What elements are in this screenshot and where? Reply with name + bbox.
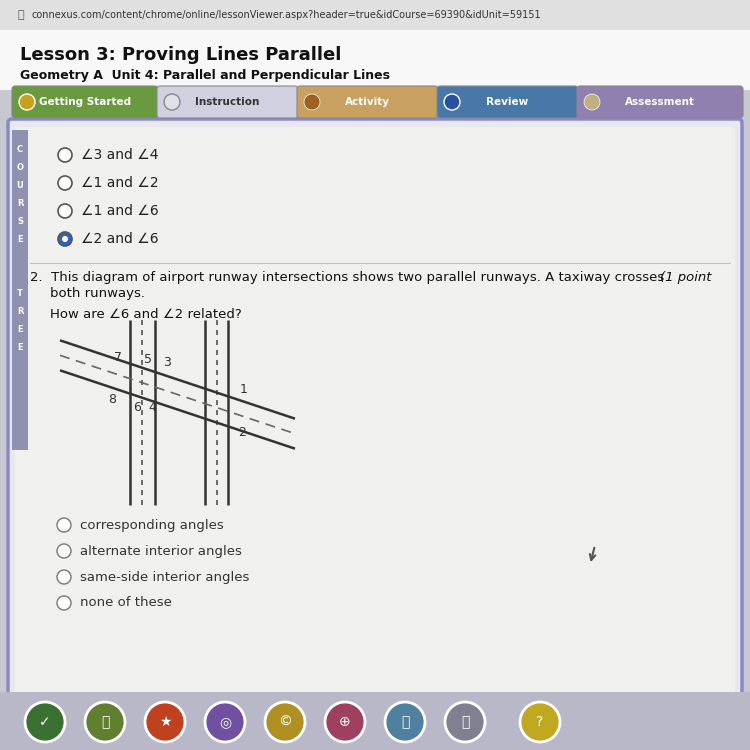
Text: 🔒: 🔒: [18, 10, 25, 20]
FancyBboxPatch shape: [8, 119, 742, 699]
Text: 5: 5: [144, 353, 152, 366]
Circle shape: [57, 518, 71, 532]
Text: 6: 6: [133, 401, 141, 414]
Text: Geometry A  Unit 4: Parallel and Perpendicular Lines: Geometry A Unit 4: Parallel and Perpendi…: [20, 68, 390, 82]
Text: E: E: [17, 326, 22, 334]
Circle shape: [584, 94, 600, 110]
Text: Getting Started: Getting Started: [39, 97, 131, 107]
Text: R: R: [16, 308, 23, 316]
Text: S: S: [17, 217, 23, 226]
Text: Review: Review: [486, 97, 529, 107]
Circle shape: [265, 702, 305, 742]
Circle shape: [57, 570, 71, 584]
Circle shape: [58, 148, 72, 162]
Text: 2.  This diagram of airport runway intersections shows two parallel runways. A t: 2. This diagram of airport runway inters…: [30, 272, 664, 284]
Text: ⊕: ⊕: [339, 715, 351, 729]
Text: corresponding angles: corresponding angles: [80, 518, 224, 532]
FancyBboxPatch shape: [157, 86, 298, 118]
Text: ©: ©: [278, 715, 292, 729]
Text: both runways.: both runways.: [50, 287, 145, 301]
Text: ?: ?: [536, 715, 544, 729]
Text: 🌿: 🌿: [100, 715, 109, 729]
Text: ∠3 and ∠4: ∠3 and ∠4: [81, 148, 158, 162]
Circle shape: [444, 94, 460, 110]
Text: 4: 4: [148, 401, 156, 414]
FancyBboxPatch shape: [577, 86, 743, 118]
Circle shape: [445, 702, 485, 742]
FancyBboxPatch shape: [15, 127, 735, 693]
Text: ◎: ◎: [219, 715, 231, 729]
Text: (1 point: (1 point: [660, 272, 712, 284]
Text: ∠1 and ∠2: ∠1 and ∠2: [81, 176, 159, 190]
Circle shape: [58, 176, 72, 190]
Text: How are ∠6 and ∠2 related?: How are ∠6 and ∠2 related?: [50, 308, 242, 322]
Text: E: E: [17, 236, 22, 244]
Text: C: C: [17, 146, 23, 154]
Text: 🍂: 🍂: [460, 715, 470, 729]
Text: 3: 3: [163, 356, 171, 369]
Circle shape: [85, 702, 125, 742]
Circle shape: [58, 232, 72, 246]
Text: connexus.com/content/chrome/online/lessonViewer.aspx?header=true&idCourse=69390&: connexus.com/content/chrome/online/lesso…: [32, 10, 542, 20]
Circle shape: [62, 236, 68, 242]
Text: U: U: [16, 182, 23, 190]
Circle shape: [325, 702, 365, 742]
Text: T: T: [17, 290, 23, 298]
Circle shape: [25, 702, 65, 742]
Bar: [12, 130, 28, 450]
Circle shape: [304, 94, 320, 110]
Text: ★: ★: [159, 715, 171, 729]
FancyBboxPatch shape: [297, 86, 438, 118]
Circle shape: [58, 204, 72, 218]
Text: Assessment: Assessment: [625, 97, 695, 107]
Text: none of these: none of these: [80, 596, 172, 610]
Text: 7: 7: [114, 351, 122, 364]
Text: E: E: [17, 344, 22, 352]
Text: Lesson 3: Proving Lines Parallel: Lesson 3: Proving Lines Parallel: [20, 46, 341, 64]
Text: ✓: ✓: [39, 715, 51, 729]
Bar: [0, 0, 750, 30]
Text: alternate interior angles: alternate interior angles: [80, 544, 242, 557]
FancyBboxPatch shape: [437, 86, 578, 118]
Bar: [0, 692, 750, 750]
FancyBboxPatch shape: [12, 86, 158, 118]
Text: O: O: [16, 164, 23, 172]
Circle shape: [385, 702, 425, 742]
Text: Activity: Activity: [345, 97, 390, 107]
Text: same-side interior angles: same-side interior angles: [80, 571, 249, 584]
Text: R: R: [16, 200, 23, 208]
Circle shape: [57, 544, 71, 558]
Circle shape: [145, 702, 185, 742]
Text: Instruction: Instruction: [195, 97, 260, 107]
Circle shape: [57, 596, 71, 610]
Circle shape: [520, 702, 560, 742]
Circle shape: [164, 94, 180, 110]
Circle shape: [19, 94, 35, 110]
Text: 📄: 📄: [400, 715, 410, 729]
Text: 2: 2: [238, 426, 246, 439]
Text: 1: 1: [240, 383, 248, 396]
Text: ∠2 and ∠6: ∠2 and ∠6: [81, 232, 159, 246]
Text: ∠1 and ∠6: ∠1 and ∠6: [81, 204, 159, 218]
Circle shape: [205, 702, 245, 742]
Bar: [0, 30, 750, 90]
Text: 8: 8: [108, 393, 116, 406]
